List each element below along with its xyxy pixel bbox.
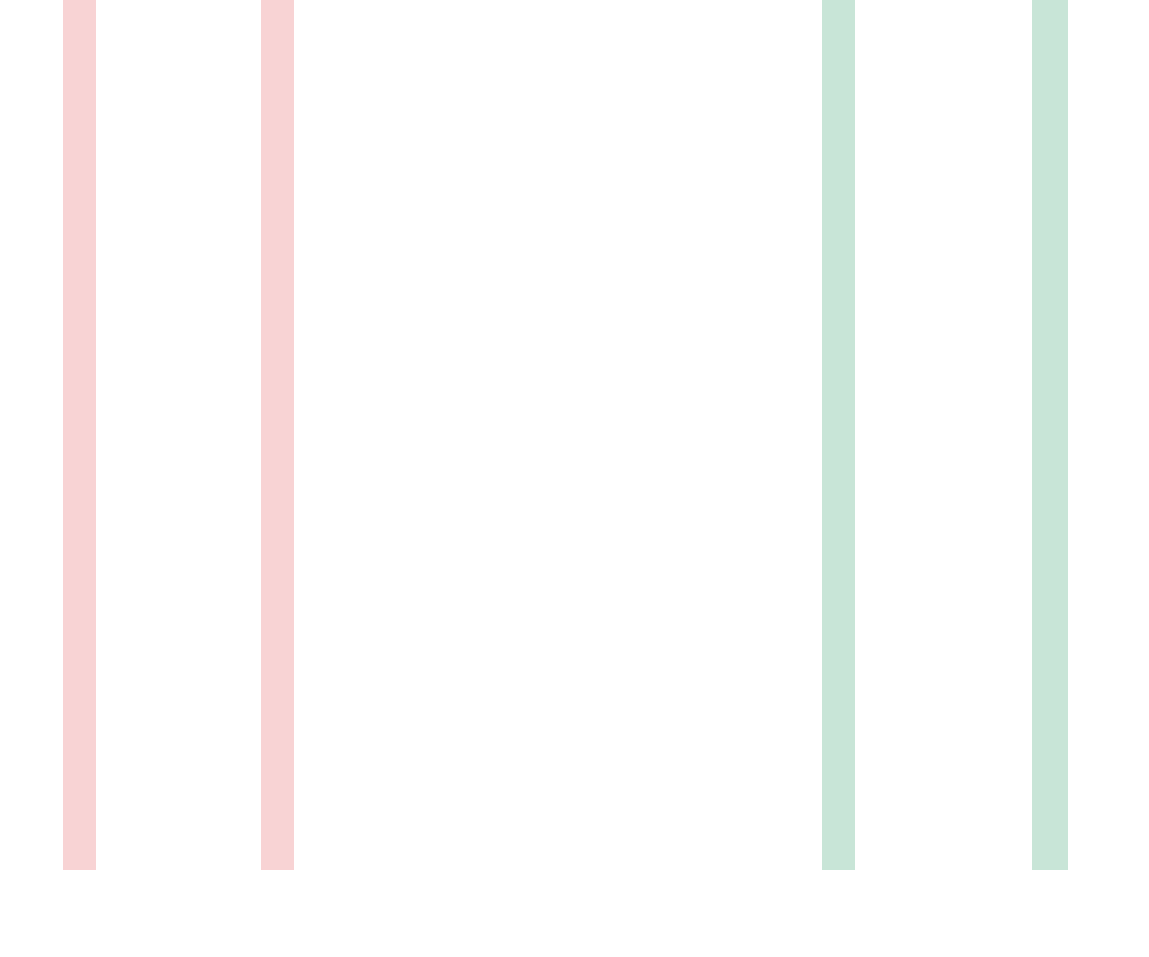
stripe (1032, 0, 1068, 870)
stripe (63, 0, 96, 870)
stripe (261, 0, 294, 870)
stripe (822, 0, 855, 870)
